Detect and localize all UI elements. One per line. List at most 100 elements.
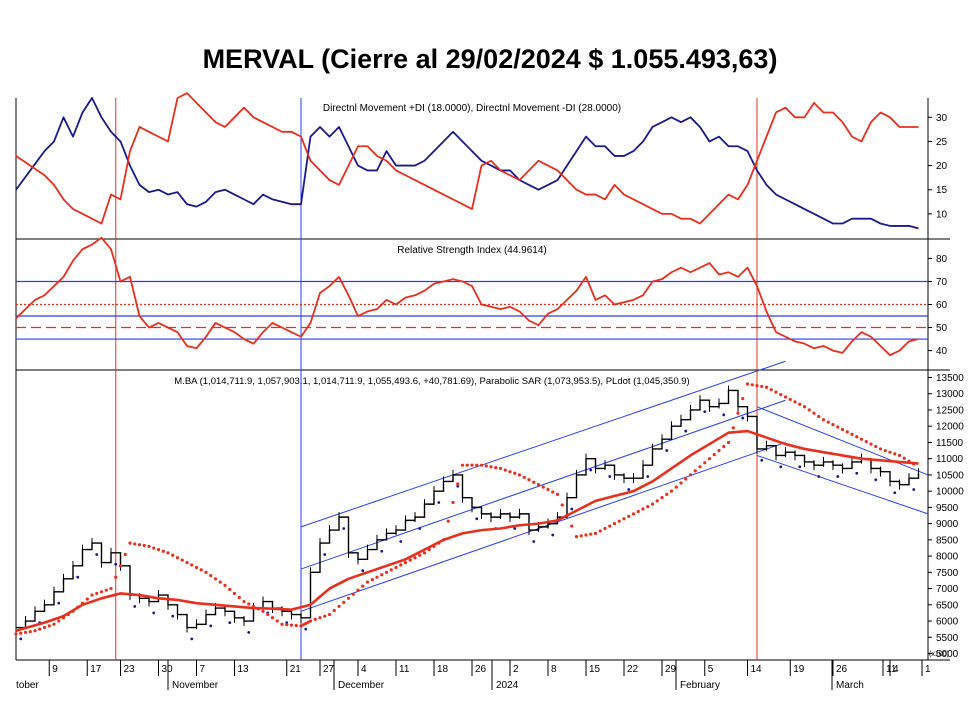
month-label: November (172, 680, 219, 691)
sar-dot (779, 392, 783, 397)
sar-dot (190, 563, 194, 567)
x-tick-label: 22 (627, 664, 639, 675)
x-tick-label: 7 (200, 664, 206, 675)
x-tick-label: 23 (124, 664, 136, 675)
sar-dot (513, 471, 517, 475)
x-tick-label: 9 (52, 664, 58, 675)
rsi-ytick-label: 50 (936, 323, 948, 334)
sar-dot (99, 590, 104, 594)
pivot-dot (114, 562, 118, 566)
price-title: M.BA (1,014,711.9, 1,057,903.1, 1,014,71… (174, 376, 689, 387)
price-ytick-label: 9500 (936, 503, 959, 514)
sar-dot (912, 462, 916, 466)
panel-price: M.BA (1,014,711.9, 1,057,903.1, 1,014,71… (14, 360, 964, 660)
sar-dot (232, 591, 237, 596)
sar-dot (774, 390, 778, 394)
sar-dot (361, 584, 365, 588)
price-ytick-label: 10500 (936, 470, 964, 481)
pivot-dot (456, 484, 460, 488)
price-ytick-label: 6500 (936, 600, 959, 611)
x-tick-label: 8 (551, 664, 557, 675)
pivot-dot (779, 465, 783, 469)
pivot-dot (95, 553, 99, 556)
sar-dot (446, 519, 450, 523)
sar-dot (745, 382, 750, 386)
sar-dot (617, 519, 621, 523)
sar-dot (294, 623, 298, 628)
pivot-dot (304, 627, 308, 631)
x-tick-label: 27 (323, 664, 335, 675)
x-tick-label: 11 (886, 664, 897, 675)
sar-dot (285, 623, 289, 627)
x-tick-label: 4 (361, 664, 367, 675)
sar-dot (332, 608, 336, 613)
pivot-dot (209, 624, 213, 628)
price-ytick-label: 7500 (936, 568, 959, 579)
sar-dot (665, 492, 669, 496)
pivot-dot (475, 517, 479, 521)
x-tick-label: 13 (238, 664, 250, 675)
pivot-dot (741, 416, 745, 420)
series-line-dmi-1 (15, 92, 919, 225)
sar-dot (337, 604, 341, 609)
sar-dot (432, 544, 436, 548)
sar-dot (878, 447, 883, 451)
trend-channel-line-1 (300, 360, 786, 528)
sar-dot (394, 565, 398, 570)
sar-dot (313, 617, 317, 622)
sar-dot (546, 487, 550, 492)
sar-dot (646, 504, 650, 509)
panel-rsi: Relative Strength Index (44.9614) 80 70 60 5… (15, 236, 948, 357)
sar-dot (479, 463, 484, 467)
sar-dot (351, 592, 355, 596)
x-tick-label: 14 (751, 664, 763, 675)
month-label: March (836, 680, 864, 691)
pivot-dot (855, 471, 859, 475)
sar-dot (180, 558, 184, 562)
sar-dot (760, 384, 764, 389)
sar-dot (209, 573, 213, 578)
sar-dot (674, 485, 678, 489)
sar-dot (712, 453, 716, 457)
rsi-ytick-label: 70 (936, 277, 948, 288)
sar-dot (185, 560, 189, 565)
sar-dot (427, 547, 431, 552)
price-ytick-label: 13000 (936, 389, 964, 400)
sar-dot (593, 531, 598, 535)
sar-dot (565, 513, 569, 518)
x-tick-label: 1 (925, 664, 931, 675)
sar-dot (147, 544, 151, 548)
sar-dot (384, 570, 389, 574)
sar-dot (736, 411, 740, 415)
sar-dot (61, 616, 66, 620)
sar-dot (166, 551, 170, 555)
sar-dot (489, 465, 493, 469)
sar-dot (223, 583, 227, 587)
sar-dot (541, 485, 545, 489)
sar-dot (299, 624, 303, 628)
sar-dot (726, 440, 731, 445)
dmi-ytick-label: 10 (936, 209, 948, 220)
x-tick-label: 26 (836, 664, 848, 675)
sar-dot (346, 596, 351, 600)
sar-dot (52, 622, 56, 626)
sar-dot (584, 533, 588, 537)
sar-dot (741, 397, 745, 401)
sar-dot (807, 408, 811, 412)
sar-dot (707, 457, 712, 461)
sar-dot (475, 463, 479, 467)
x-tick-label: 18 (437, 664, 449, 675)
sar-dot (80, 601, 85, 605)
sar-dot (306, 620, 310, 624)
pivot-dot (627, 488, 631, 491)
sar-dot (251, 604, 256, 609)
sar-dot (370, 578, 374, 582)
sar-dot (551, 490, 555, 494)
pivot-dot (323, 553, 327, 556)
pivot-dot (798, 465, 802, 469)
x-tick-label: 19 (793, 664, 805, 675)
series-line-rsi-0 (15, 236, 919, 357)
sar-dot (888, 450, 892, 454)
pivot-dot (684, 429, 688, 433)
sar-dot (204, 570, 208, 574)
